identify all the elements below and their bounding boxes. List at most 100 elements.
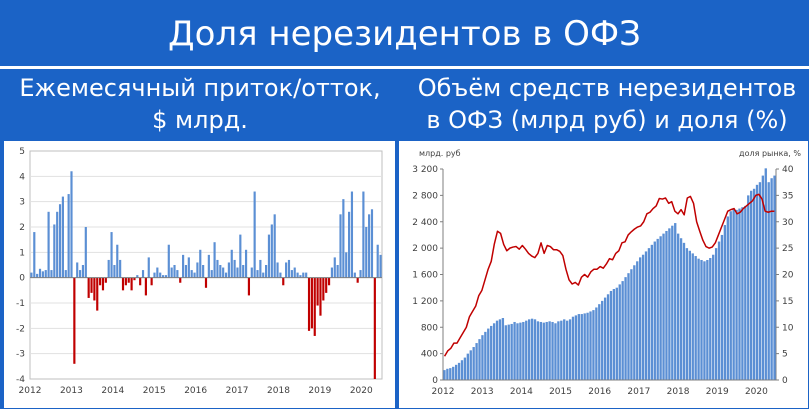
volume-bar [446,368,449,380]
y-tick-label: -1 [16,299,25,309]
bar [230,249,233,278]
volume-bar [758,182,762,380]
volume-bar [495,320,499,380]
bar [170,267,173,278]
bar [285,262,288,278]
bar [41,271,44,278]
volume-bar [641,254,645,380]
bar [279,272,282,278]
x-tick-label: 2012 [432,387,455,397]
volume-bar [714,248,718,381]
volume-bar [522,321,525,380]
bar [219,265,222,278]
y-tick-label: 2 000 [412,244,438,254]
page-title: Доля нерезидентов в ОФЗ [168,14,641,54]
bar [90,277,93,293]
volume-bar [676,233,680,380]
volume-bar [528,319,531,380]
bar [213,242,216,278]
bar [365,227,368,278]
bar [313,277,316,336]
y-tick-label: 0 [19,274,25,284]
left-chart-heading: Ежемесячный приток/отток, $ млрд. [0,70,400,138]
y-tick-label: 400 [421,350,438,360]
x-tick-label: 2012 [19,386,42,396]
volume-bar [475,343,478,380]
bar [322,277,325,301]
bar [379,254,382,278]
volume-bar [750,190,753,380]
bar [310,277,313,329]
bar [99,277,102,286]
volume-bar [729,211,732,380]
y-tick-label: 1 [19,248,25,258]
bar [119,259,122,278]
bar [107,259,110,278]
volume-bar [507,324,510,380]
plot-frame [29,150,383,380]
volume-bar [595,307,598,380]
y-tick-label: 4 [19,172,25,182]
volume-bar [703,261,706,380]
volume-bar [618,284,621,380]
volume-bar [601,300,604,381]
bar [93,277,96,301]
volume-bar [571,316,575,380]
volume-bar [723,225,727,380]
volume-bar [644,251,648,380]
bar [262,272,265,278]
bar [265,265,268,278]
volume-bar [498,319,502,380]
bar [359,270,362,278]
volume-bar [682,242,686,380]
x-tick-label: 2018 [667,387,690,397]
y-tick-label: 2 [19,223,25,233]
bar [176,270,179,278]
bar [222,267,225,278]
bar [159,272,162,278]
volume-bar [752,188,756,380]
bar [362,191,365,278]
volume-bar [554,323,557,380]
bar [327,277,331,286]
y2-tick-label: 35 [782,191,793,201]
bar [153,272,156,278]
bar [130,277,133,291]
bar [110,232,113,278]
volume-bar [685,248,689,381]
volume-bar [557,321,560,380]
bar [136,275,139,278]
y-tick-label: 2 800 [412,191,438,201]
volume-bar [636,261,639,380]
bar [179,277,182,283]
bar [61,196,64,278]
bar [116,244,119,278]
left-chart-heading-line1: Ежемесячный приток/отток, [19,74,381,102]
volume-bar [539,321,543,380]
volume-bar [487,328,490,380]
volume-bar [697,258,700,380]
bar [236,267,239,278]
volume-bar [545,321,548,380]
bar [207,254,210,278]
volume-bar [469,350,472,380]
bar [227,262,230,278]
x-tick-label: 2016 [588,387,611,397]
bar [267,234,271,278]
volume-bar [530,318,534,380]
bar [224,272,228,278]
bar [187,257,190,278]
y-tick-label: 2 400 [412,218,438,228]
volume-bar [542,322,545,380]
volume-bar [603,297,607,380]
volume-bar [463,357,467,380]
volume-bar [615,287,618,380]
volume-bar [577,314,580,380]
volume-bar [691,253,694,380]
y-tick-label: 5 [19,147,25,157]
bar [81,265,85,278]
x-tick-label: 2017 [226,386,249,396]
bar [273,214,276,278]
